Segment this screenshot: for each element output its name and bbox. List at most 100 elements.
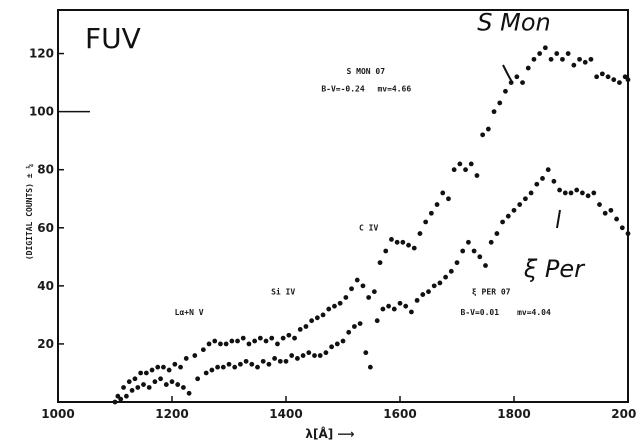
data-point [591,190,597,196]
data-point [323,350,329,356]
x-tick-label: 1600 [383,407,416,421]
data-point [181,385,186,390]
data-point [260,358,266,364]
data-point [443,274,448,280]
data-point [275,341,280,347]
data-point [477,254,483,260]
data-point [551,178,557,184]
data-point [143,370,149,376]
series-s-mon [115,45,631,399]
data-point [594,74,600,80]
data-point [169,379,175,385]
data-point [389,236,394,242]
data-point [121,385,126,390]
data-point [175,382,181,387]
data-point [215,364,221,370]
data-point [391,306,397,312]
data-point [614,216,619,222]
data-point [212,338,218,344]
data-point [454,260,460,266]
y-tick-label: 60 [37,221,54,235]
data-point [309,318,315,324]
data-point [246,341,252,347]
data-point [129,387,135,393]
data-point [149,367,155,373]
annotation-label: C IV [359,224,378,233]
series-xi-per [112,167,631,405]
data-point [528,190,534,196]
data-point [460,248,466,254]
data-point [617,80,622,85]
annotation-label: Si IV [271,287,295,297]
data-point [497,100,503,106]
data-point [163,382,169,387]
data-point [514,74,520,80]
data-point [525,65,531,71]
annotation-label: B-V=0.01 [461,308,500,317]
data-point [220,364,226,370]
data-point [420,292,426,297]
data-point [426,289,431,295]
handwritten-xi-per-label: ξ Per [523,255,586,283]
y-tick-label: 20 [37,337,54,351]
data-point [431,283,437,289]
x-tick-label: 1400 [269,407,302,421]
data-point [471,248,477,254]
data-point [377,260,383,266]
data-point [625,231,631,236]
annotation-label: B-V=-0.24 [321,84,365,93]
data-point [317,353,323,358]
data-point [135,385,141,390]
data-point [152,379,158,385]
data-point [366,295,372,300]
data-point [565,51,571,56]
chart-title: FUV [85,22,141,55]
data-point [577,56,582,62]
data-point [463,167,468,173]
data-point [229,338,235,344]
y-axis-label: (DIGITAL COUNTS) ± ¼ [25,164,34,261]
handwritten-s-mon-label: S Mon [477,8,550,36]
data-point [257,335,263,341]
data-point [448,268,454,274]
data-point [343,295,349,300]
data-point [312,353,317,358]
data-point [457,161,463,167]
data-point [223,341,229,347]
data-point [394,239,400,245]
x-tick-label: 2000 [611,407,637,421]
data-point [332,303,337,309]
data-point [124,393,129,399]
annotation-label: S MON 07 [347,67,386,76]
data-point [283,358,289,364]
data-point [562,190,568,196]
data-point [534,181,540,187]
data-point [200,347,206,353]
data-point [155,364,161,370]
data-point [605,74,611,80]
data-point [440,190,446,196]
data-point [571,62,577,68]
data-point [303,324,309,329]
data-point [238,361,243,367]
annotation-label: ξ PER 07 [472,288,511,297]
data-points [112,45,631,405]
data-point [485,126,491,132]
data-point [118,396,124,402]
data-point [306,350,312,356]
data-point [599,71,605,77]
data-point [608,207,614,213]
data-point [367,364,373,370]
data-point [403,303,409,309]
data-point [329,344,334,350]
data-point [126,379,132,385]
data-point [582,59,588,65]
data-point [468,161,474,167]
annotations: S MON 07 B-V=-0.24 mv=4.66 C IV Si IV Lα+N V ξ… [175,8,586,317]
data-point [414,297,420,303]
data-point [235,338,240,344]
data-point [349,286,354,292]
data-point [240,335,246,341]
data-point [406,242,411,248]
